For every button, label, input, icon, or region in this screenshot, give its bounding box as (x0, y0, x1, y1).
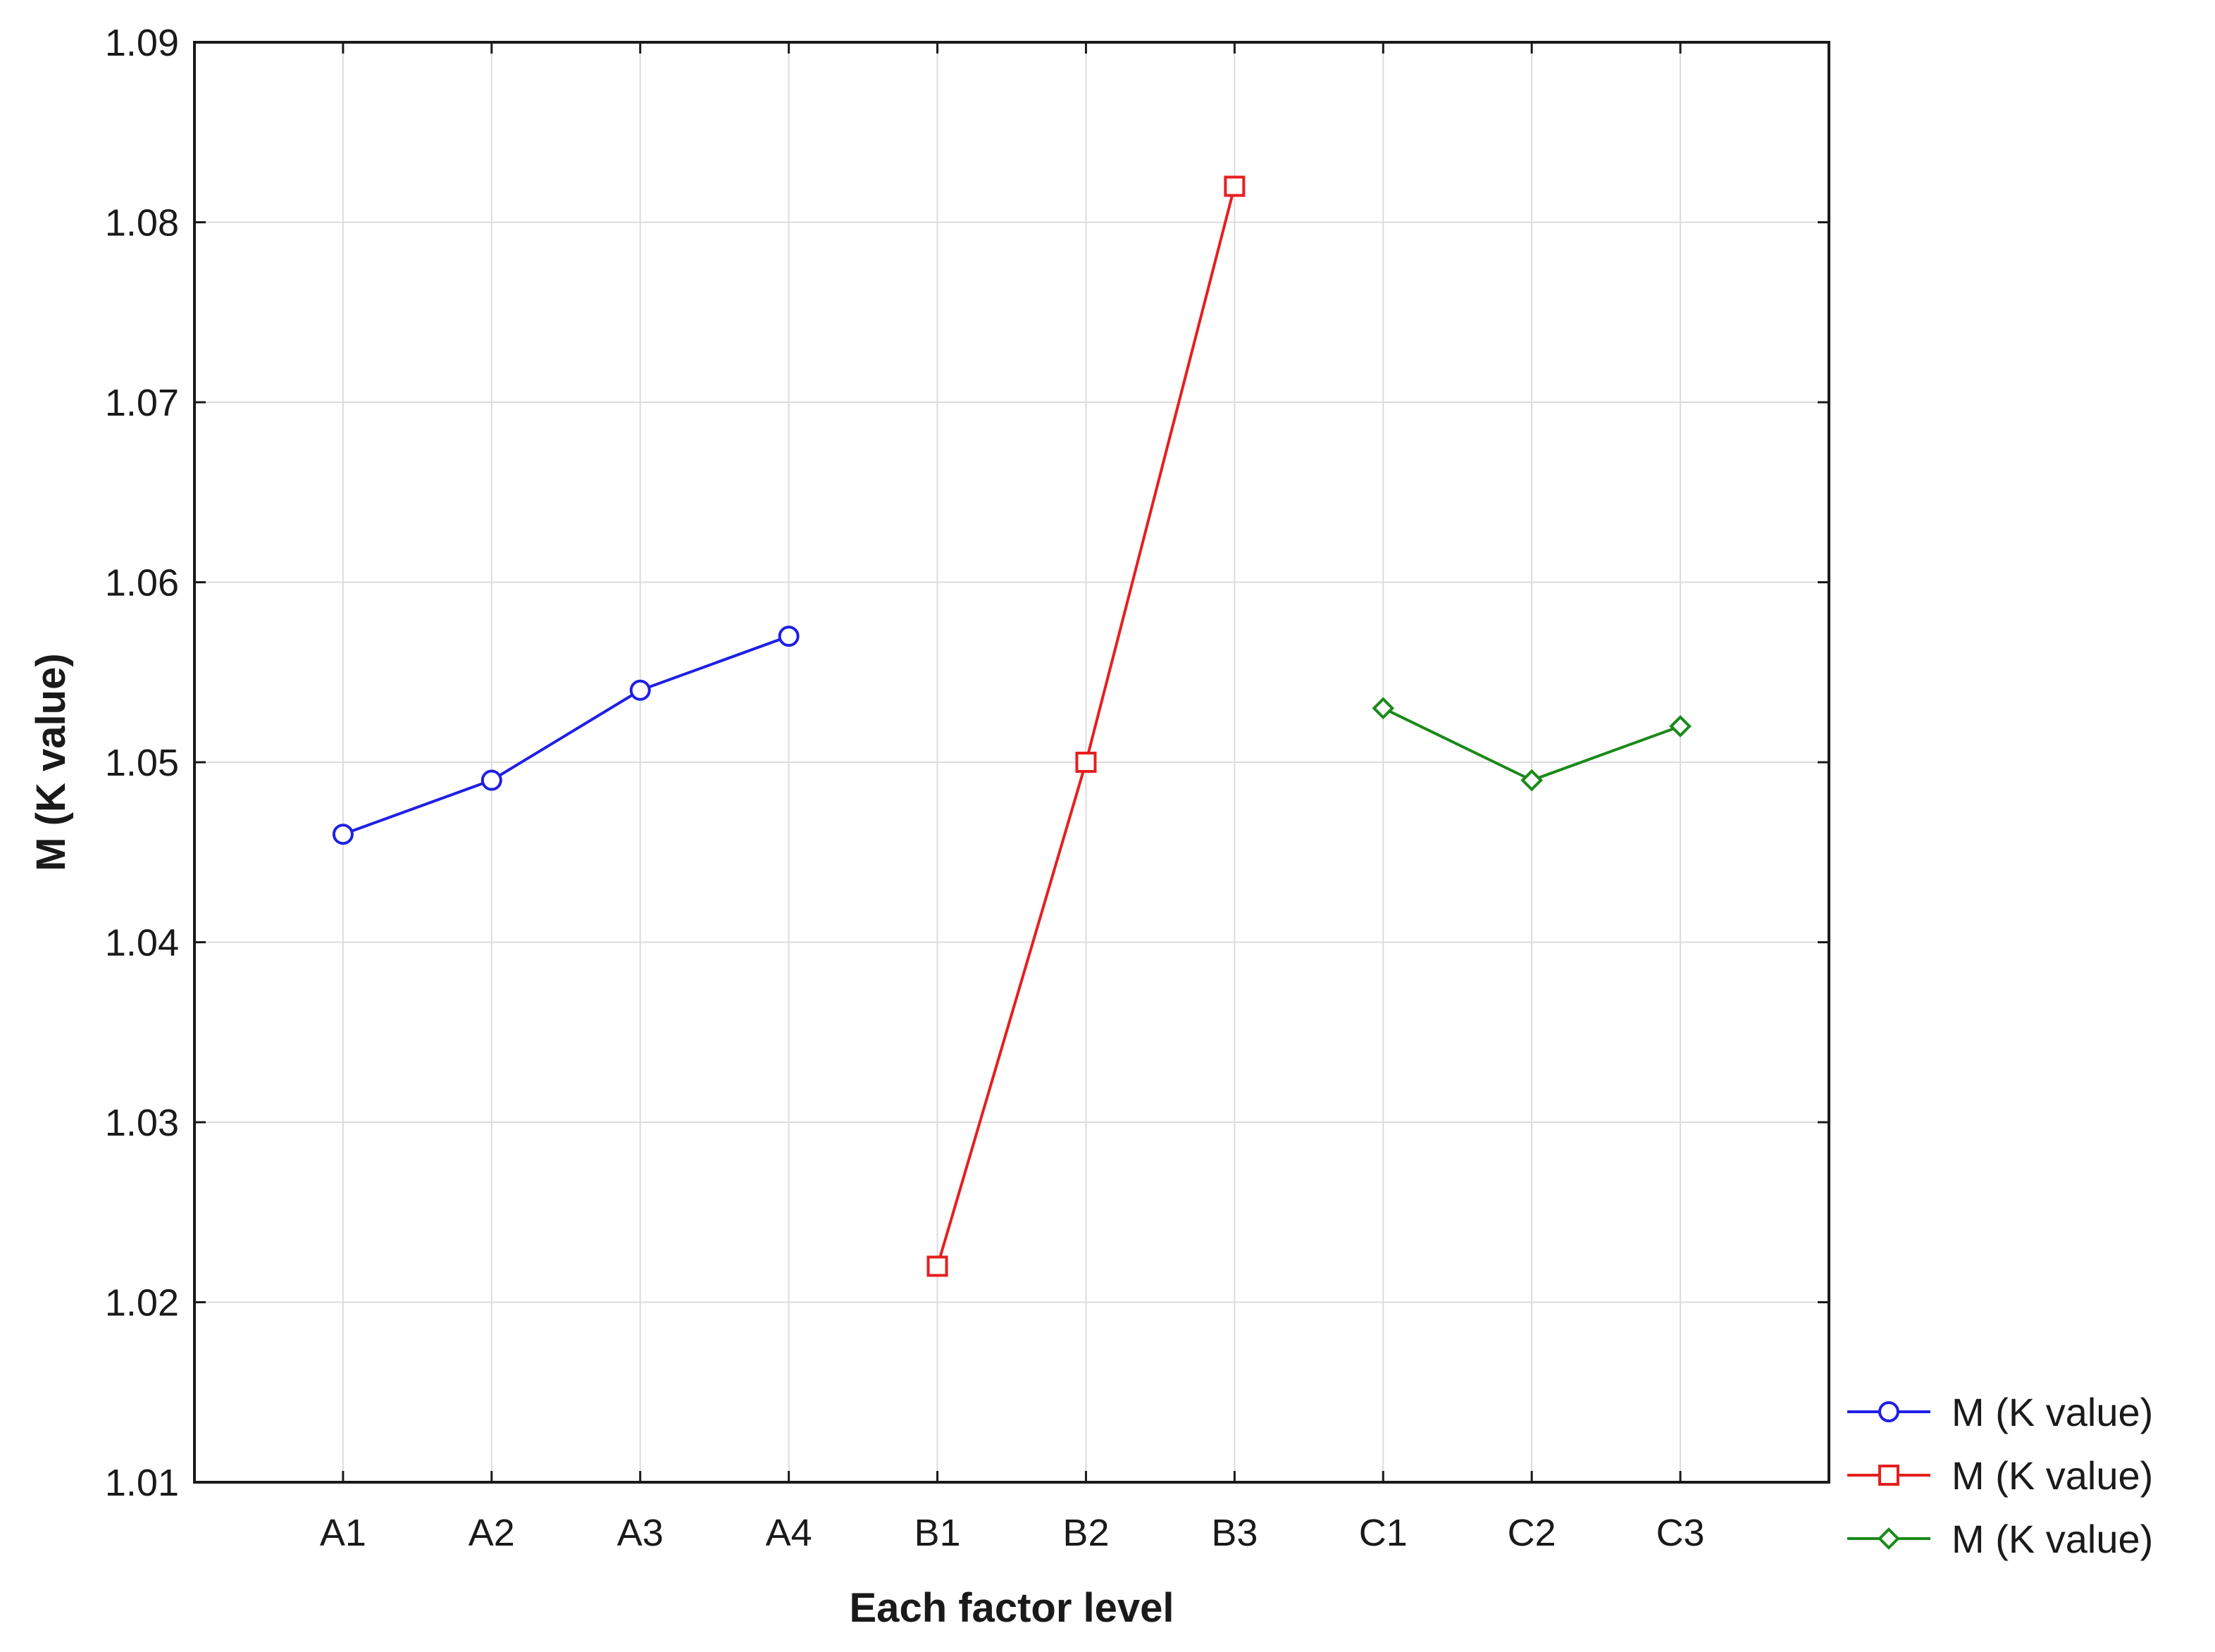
x-tick-label: C3 (1656, 1512, 1705, 1554)
series (926, 175, 1246, 1277)
legend-label: M (K value) (1952, 1517, 2153, 1561)
circle-marker (778, 626, 800, 647)
x-tick-label: A2 (469, 1512, 515, 1554)
square-marker (926, 1255, 948, 1277)
x-tick-label: A1 (320, 1512, 366, 1554)
legend-item: M (K value) (1847, 1517, 2153, 1561)
diamond-marker (1669, 715, 1692, 738)
diamond-marker (1878, 1527, 1900, 1550)
y-axis-title: M (K value) (28, 653, 74, 871)
x-tick-label: A3 (617, 1512, 664, 1554)
circle-marker (332, 824, 354, 845)
diamond-marker (1520, 769, 1544, 792)
series-group (332, 175, 1692, 1277)
circle-marker (480, 769, 502, 791)
y-tick-label: 1.08 (105, 202, 179, 244)
legend-label: M (K value) (1952, 1453, 2153, 1498)
x-tick-label: A4 (766, 1512, 812, 1554)
circle-marker (1878, 1401, 1899, 1422)
y-tick-label: 1.03 (105, 1102, 179, 1144)
legend: M (K value) M (K value) M (K value) (1847, 1390, 2153, 1561)
x-tick-label: B1 (914, 1512, 961, 1554)
y-tick-label: 1.07 (105, 382, 179, 424)
square-marker (1878, 1465, 1899, 1486)
y-tick-label: 1.04 (105, 922, 179, 964)
legend-item: M (K value) (1847, 1453, 2153, 1498)
y-tick-label: 1.06 (105, 562, 179, 604)
diamond-marker (1372, 697, 1395, 720)
legend-item: M (K value) (1847, 1390, 2153, 1434)
square-marker (1224, 175, 1246, 197)
legend-label: M (K value) (1952, 1390, 2153, 1434)
y-tick-label: 1.09 (105, 22, 179, 64)
x-axis: A1 A2 A3 A4 B1 B2 B3 C1 C2 C3 (320, 42, 1705, 1554)
x-tick-label: B3 (1211, 1512, 1258, 1554)
series (1372, 697, 1692, 792)
x-tick-label: B2 (1062, 1512, 1109, 1554)
x-tick-label: C1 (1359, 1512, 1408, 1554)
circle-marker (629, 679, 651, 701)
square-marker (1075, 752, 1097, 773)
x-axis-title: Each factor level (850, 1585, 1174, 1631)
x-tick-label: C2 (1508, 1512, 1556, 1554)
y-tick-label: 1.02 (105, 1282, 179, 1324)
y-axis: 1.01 1.02 1.03 1.04 1.05 1.06 1.07 1.08 1.09 (105, 22, 1829, 1504)
y-tick-label: 1.01 (105, 1462, 179, 1504)
series-line (342, 635, 790, 836)
series (332, 626, 800, 845)
y-tick-label: 1.05 (105, 742, 179, 784)
